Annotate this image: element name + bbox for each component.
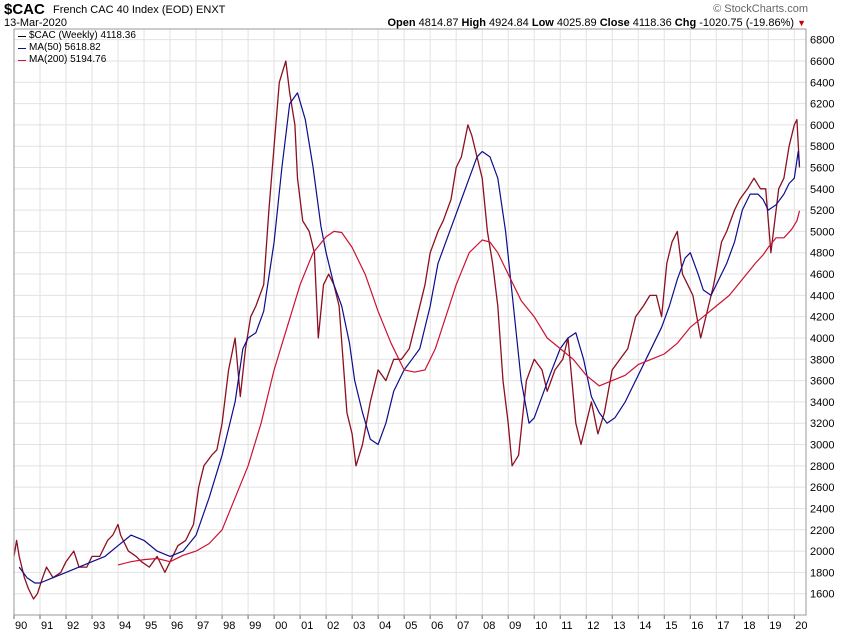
close-label: Close — [599, 17, 630, 29]
high-value: 4924.84 — [489, 17, 529, 29]
x-tick-label: 02 — [327, 620, 339, 632]
y-tick-label: 2200 — [810, 525, 834, 537]
chart-symbol: $CAC — [4, 1, 45, 18]
y-tick-label: 3800 — [810, 354, 834, 366]
x-tick-label: 94 — [119, 620, 131, 632]
y-axis: 1600 1800 2000 2200 2400 2600 2800 3000 3200 3400… — [810, 35, 834, 601]
y-tick-label: 5600 — [810, 163, 834, 175]
legend-label-ma200: MA(200) 5194.76 — [29, 54, 107, 65]
x-tick-label: 06 — [431, 620, 443, 632]
x-tick-label: 99 — [249, 620, 261, 632]
x-tick-label: 05 — [405, 620, 417, 632]
y-tick-label: 2400 — [810, 503, 834, 515]
y-tick-label: 6800 — [810, 35, 834, 47]
x-tick-label: 18 — [743, 620, 755, 632]
x-tick-label: 15 — [665, 620, 677, 632]
grid — [13, 29, 806, 615]
x-tick-label: 14 — [639, 620, 651, 632]
legend-item-ma50: MA(50) 5618.82 — [18, 42, 136, 54]
y-tick-label: 3000 — [810, 440, 834, 452]
y-tick-label: 2800 — [810, 461, 834, 473]
y-tick-label: 6200 — [810, 99, 834, 111]
y-tick-label: 3600 — [810, 376, 834, 388]
legend-swatch-ma200 — [18, 59, 26, 61]
chart-date: 13-Mar-2020 — [4, 17, 67, 29]
y-tick-label: 2000 — [810, 546, 834, 558]
x-tick-label: 16 — [691, 620, 703, 632]
x-tick-label: 03 — [353, 620, 365, 632]
x-tick-label: 04 — [379, 620, 391, 632]
high-label: High — [461, 17, 486, 29]
x-tick-label: 12 — [587, 620, 599, 632]
x-tick-label: 08 — [483, 620, 495, 632]
y-tick-label: 1600 — [810, 589, 834, 601]
close-value: 4118.36 — [632, 17, 672, 29]
x-tick-label: 10 — [535, 620, 547, 632]
legend-item-ma200: MA(200) 5194.76 — [18, 54, 136, 66]
down-arrow-icon: ▼ — [797, 18, 806, 28]
x-tick-label: 09 — [509, 620, 521, 632]
ma50-line — [18, 92, 801, 584]
x-axis: 90 91 92 93 94 95 96 97 98 99 00 01 02 03 04 05 06 07 08 09… — [13, 615, 808, 632]
x-tick-label: 95 — [145, 620, 157, 632]
series-layer — [13, 60, 801, 600]
y-tick-label: 6600 — [810, 56, 834, 68]
price-line — [13, 60, 801, 600]
ma200-line — [117, 210, 801, 566]
y-tick-label: 3200 — [810, 418, 834, 430]
plot-frame — [13, 28, 807, 616]
y-tick-label: 4400 — [810, 290, 834, 302]
y-tick-label: 3400 — [810, 397, 834, 409]
y-tick-label: 5200 — [810, 205, 834, 217]
x-tick-label: 07 — [457, 620, 469, 632]
x-tick-label: 93 — [93, 620, 105, 632]
y-tick-label: 5400 — [810, 184, 834, 196]
open-label: Open — [387, 17, 416, 29]
y-tick-label: 4000 — [810, 333, 834, 345]
x-tick-label: 90 — [15, 620, 27, 632]
y-tick-label: 4800 — [810, 248, 834, 260]
legend-label-ma50: MA(50) 5618.82 — [29, 42, 101, 53]
low-value: 4025.89 — [556, 17, 597, 29]
y-tick-label: 5000 — [810, 226, 834, 238]
open-value: 4814.87 — [418, 17, 459, 29]
x-tick-label: 01 — [301, 620, 313, 632]
y-tick-label: 4200 — [810, 312, 834, 324]
x-tick-label: 20 — [795, 620, 807, 632]
x-tick-label: 00 — [275, 620, 287, 632]
x-tick-label: 17 — [717, 620, 729, 632]
legend-swatch-price — [18, 35, 26, 37]
stockcharts-watermark: © StockCharts.com — [713, 3, 808, 15]
low-label: Low — [531, 17, 554, 29]
y-tick-label: 4600 — [810, 269, 834, 281]
x-tick-label: 92 — [67, 620, 79, 632]
legend-swatch-ma50 — [18, 47, 26, 49]
ohlc-readout: Open 4814.87 High 4924.84 Low 4025.89 Cl… — [387, 17, 806, 29]
y-tick-label: 1800 — [810, 567, 834, 579]
legend-item-price: $CAC (Weekly) 4118.36 — [18, 30, 136, 42]
x-tick-label: 97 — [197, 620, 209, 632]
y-tick-label: 5800 — [810, 141, 834, 153]
y-tick-label: 2600 — [810, 482, 834, 494]
x-tick-label: 96 — [171, 620, 183, 632]
y-tick-label: 6000 — [810, 120, 834, 132]
legend-label-price: $CAC (Weekly) 4118.36 — [29, 30, 136, 41]
x-tick-label: 91 — [41, 620, 53, 632]
chg-label: Chg — [674, 17, 697, 29]
chg-value: -1020.75 (-19.86%) — [699, 17, 795, 29]
x-tick-label: 19 — [769, 620, 781, 632]
x-tick-label: 13 — [613, 620, 625, 632]
legend: $CAC (Weekly) 4118.36 MA(50) 5618.82 MA(… — [18, 30, 136, 66]
x-tick-label: 98 — [223, 620, 235, 632]
x-tick-label: 11 — [561, 620, 572, 632]
chart-name: French CAC 40 Index (EOD) ENXT — [53, 4, 226, 16]
y-tick-label: 6400 — [810, 77, 834, 89]
